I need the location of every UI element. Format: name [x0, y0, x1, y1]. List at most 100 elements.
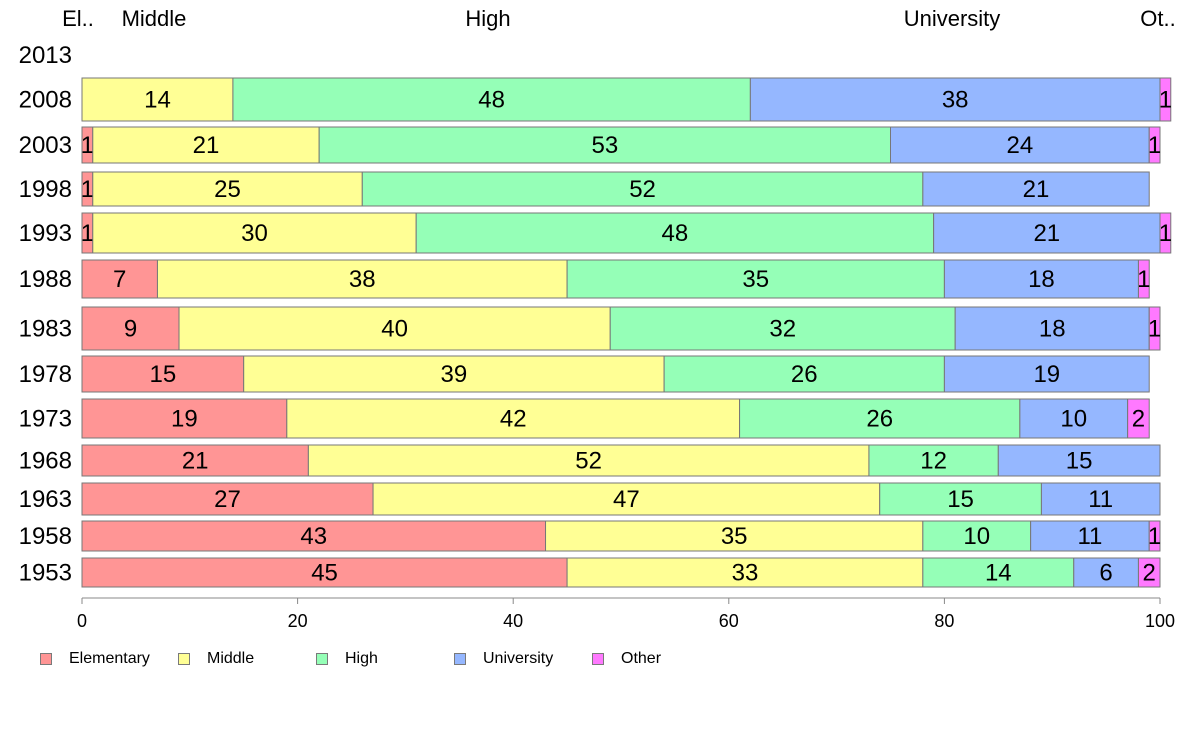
- data-label: 15: [149, 361, 176, 388]
- data-label: 1: [1137, 266, 1150, 293]
- data-label: 35: [742, 266, 769, 293]
- data-label: 30: [241, 220, 268, 247]
- data-label: 1: [81, 220, 94, 247]
- bar-segment-high: [922, 557, 1075, 588]
- x-tick-label: 100: [1145, 611, 1175, 631]
- bar-segment-university: [922, 171, 1150, 207]
- bar-segment-other: [1159, 212, 1172, 254]
- legend-swatch-university: [454, 653, 466, 665]
- x-tick-label: 80: [934, 611, 954, 631]
- y-tick-label: 1973: [19, 406, 72, 433]
- legend-label-middle: Middle: [207, 650, 255, 667]
- data-label: 21: [193, 132, 220, 159]
- data-label: 32: [769, 316, 796, 343]
- legend-swatch-middle: [178, 653, 190, 665]
- data-label: 43: [300, 523, 327, 550]
- bar-segment-high: [566, 259, 945, 299]
- data-label: 2: [1132, 406, 1145, 433]
- data-label: 18: [1039, 316, 1066, 343]
- bar-segment-high: [318, 126, 892, 164]
- bar-segment-middle: [286, 398, 741, 439]
- bar-segment-middle: [566, 557, 924, 588]
- data-label: 12: [920, 448, 947, 475]
- data-label: 1: [1159, 87, 1172, 114]
- x-tick-label: 20: [288, 611, 308, 631]
- legend-item-high: High: [316, 650, 378, 668]
- x-tick-label: 60: [719, 611, 739, 631]
- y-tick-label: 1958: [19, 523, 72, 550]
- data-label: 38: [349, 266, 376, 293]
- data-label: 33: [732, 560, 759, 587]
- data-label: 21: [1023, 176, 1050, 203]
- series-top-label-other: Ot..: [1140, 6, 1175, 31]
- data-label: 21: [182, 448, 209, 475]
- data-label: 10: [1060, 406, 1087, 433]
- bar-segment-university: [1019, 398, 1129, 439]
- data-label: 52: [629, 176, 656, 203]
- data-label: 1: [1148, 316, 1161, 343]
- y-tick-label: 1953: [19, 560, 72, 587]
- y-tick-label: 1963: [19, 486, 72, 513]
- bar-segment-high: [415, 212, 935, 254]
- data-label: 53: [591, 132, 618, 159]
- bar-segment-other: [1137, 557, 1161, 588]
- bar-segment-high: [879, 482, 1042, 516]
- bar-segment-middle: [545, 520, 924, 552]
- legend-label-other: Other: [621, 650, 662, 667]
- data-label: 26: [866, 406, 893, 433]
- bar-segment-elementary: [81, 557, 568, 588]
- data-label: 48: [662, 220, 689, 247]
- data-label: 11: [1077, 523, 1102, 550]
- bar-segment-university: [954, 306, 1150, 351]
- data-label: 9: [124, 316, 137, 343]
- bar-segment-university: [1040, 482, 1161, 516]
- data-label: 45: [311, 560, 338, 587]
- data-label: 10: [963, 523, 990, 550]
- bar-segment-elementary: [81, 398, 288, 439]
- legend-item-other: Other: [592, 650, 661, 668]
- bar-segment-university: [749, 77, 1161, 122]
- data-label: 27: [214, 486, 241, 513]
- bar-segment-elementary: [81, 306, 180, 351]
- bar-segment-elementary: [81, 520, 547, 552]
- legend-label-university: University: [483, 650, 554, 667]
- bar-segment-elementary: [81, 259, 158, 299]
- bar-segment-other: [1148, 520, 1161, 552]
- bar-segment-university: [933, 212, 1161, 254]
- data-label: 21: [1033, 220, 1060, 247]
- bar-segment-high: [609, 306, 956, 351]
- y-tick-label: 2013: [19, 42, 72, 69]
- stacked-bar-chart: El.. Middle High University Ot..1953 45 33 14 6 2…: [19, 6, 1176, 631]
- data-label: 6: [1099, 560, 1112, 587]
- series-top-label-elementary: El..: [62, 6, 94, 31]
- data-label: 40: [381, 316, 408, 343]
- y-tick-label: 1978: [19, 361, 72, 388]
- data-label: 39: [441, 361, 468, 388]
- data-label: 48: [478, 87, 505, 114]
- legend-item-middle: Middle: [178, 650, 254, 668]
- data-label: 35: [721, 523, 748, 550]
- data-label: 47: [613, 486, 640, 513]
- data-label: 7: [113, 266, 126, 293]
- y-tick-label: 1998: [19, 176, 72, 203]
- data-label: 42: [500, 406, 527, 433]
- legend-swatch-elementary: [40, 653, 52, 665]
- series-top-label-high: High: [465, 6, 510, 31]
- bar-segment-middle: [92, 212, 417, 254]
- data-label: 11: [1088, 486, 1113, 513]
- y-tick-label: 1988: [19, 266, 72, 293]
- y-tick-label: 2008: [19, 87, 72, 114]
- data-label: 19: [1033, 361, 1060, 388]
- bar-segment-other: [1127, 398, 1150, 439]
- bar-segment-university: [1030, 520, 1150, 552]
- data-label: 14: [144, 87, 171, 114]
- bar-segment-other: [1137, 259, 1150, 299]
- y-tick-label: 2003: [19, 132, 72, 159]
- bar-segment-high: [739, 398, 1021, 439]
- data-label: 1: [1159, 220, 1172, 247]
- bar-segment-university: [890, 126, 1150, 164]
- bar-segment-elementary: [81, 355, 245, 393]
- bar-segment-middle: [81, 77, 234, 122]
- data-label: 19: [171, 406, 198, 433]
- data-label: 52: [575, 448, 602, 475]
